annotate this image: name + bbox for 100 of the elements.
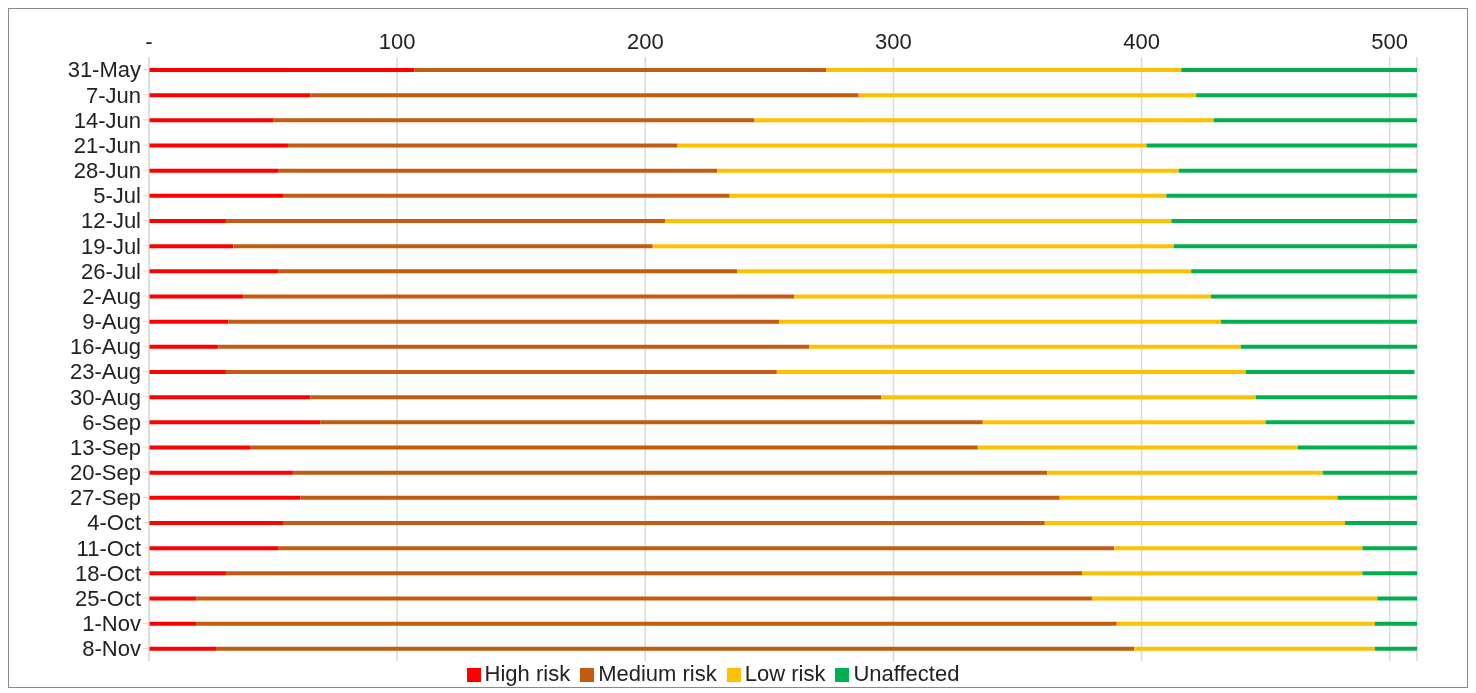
bar [858,93,1197,98]
y-tick-label: 14-Jun [73,107,141,133]
bar [794,294,1212,299]
x-tick-label: 500 [1371,29,1409,54]
y-tick-label: 26-Jul [81,258,141,284]
y-tick-label: 5-Jul [93,183,141,209]
bar [225,370,777,374]
bar [754,118,1214,123]
bar [149,344,219,349]
bar [300,495,1060,500]
bar [149,621,197,626]
bar [149,244,234,249]
bar [1178,168,1417,173]
legend-label: High risk [484,661,571,686]
bar [149,294,244,299]
bar [1059,495,1338,500]
bar [216,646,1135,651]
bar [273,118,755,123]
bar [809,344,1241,349]
bar [1047,470,1323,475]
y-tick-label: 4-Oct [87,510,141,536]
bar [826,68,1182,72]
x-tick-label: 200 [626,29,664,54]
bar [149,118,274,123]
bar [1196,93,1417,98]
bar [1082,571,1363,576]
bar [283,521,1045,525]
bar [1362,571,1417,576]
bar [149,445,251,450]
bar [225,571,1083,576]
bar [1116,621,1375,626]
bar [149,596,197,601]
legend-label: Medium risk [598,661,717,686]
bar [665,219,1172,223]
bar [149,571,226,576]
bar [1337,495,1417,500]
bar [779,319,1221,324]
y-tick-label: 28-Jun [73,158,141,184]
bar [717,168,1179,173]
bar [881,395,1256,400]
bar [737,269,1192,274]
bar [320,420,983,425]
y-tick-label: 19-Jul [81,233,141,259]
bar [218,344,810,349]
bar [149,470,293,475]
y-tick-label: 20-Sep [70,460,141,486]
bar [1166,193,1417,198]
y-tick-label: 27-Sep [70,485,141,511]
bar [776,370,1246,374]
bar [310,93,859,98]
bar [149,93,311,98]
bar [1345,521,1417,525]
bar [149,219,226,223]
bar [1191,269,1417,274]
bar [196,596,1092,601]
y-tick-label: 9-Aug [82,309,141,335]
x-tick-label: 400 [1123,29,1160,54]
bar [1171,219,1417,223]
x-tick-label: - [145,29,153,54]
y-tick-label: 7-Jun [85,82,141,108]
bar [1240,344,1417,349]
y-tick-label: 31-May [67,57,141,83]
bar [1146,143,1417,148]
bar [149,646,216,651]
bar [1322,470,1417,475]
bar [1297,445,1417,450]
bar [196,621,1117,626]
bar [1091,596,1378,601]
bar [982,420,1266,425]
bar [149,395,311,400]
bar [278,269,738,274]
bar [1362,546,1417,551]
bar [149,495,301,500]
x-tick-label: 100 [378,29,416,54]
y-tick-label: 25-Oct [74,585,141,611]
bar [1173,244,1417,249]
bar [729,193,1167,198]
bar [149,269,279,274]
bar [310,395,882,400]
bar [1265,420,1415,425]
y-tick-label: 18-Oct [74,560,141,586]
bar [278,546,1115,551]
bar [149,143,288,148]
bar [149,193,283,198]
bar [414,68,827,72]
bar [228,319,780,324]
bar [287,143,678,148]
y-tick-label: 21-Jun [73,132,141,158]
y-tick-label: 23-Aug [70,359,141,385]
y-tick-label: 1-Nov [82,611,141,637]
bar [977,445,1298,450]
y-tick-label: 30-Aug [70,384,141,410]
y-tick-label: 6-Sep [82,409,141,435]
bar [1374,621,1417,626]
bar [1181,68,1417,72]
y-tick-label: 12-Jul [81,208,141,234]
y-tick-label: 2-Aug [82,283,141,309]
bar [278,168,718,173]
bar [149,168,279,173]
bar [1245,370,1415,374]
